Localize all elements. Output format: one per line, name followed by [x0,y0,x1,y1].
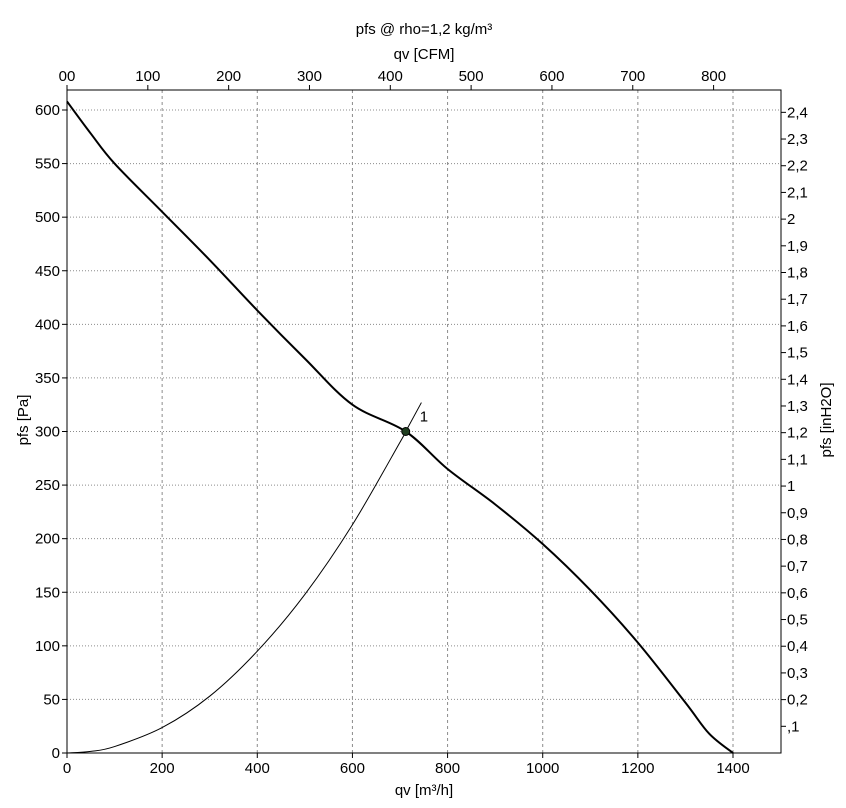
y2-tick-label: 1,2 [787,425,808,442]
y2-tick-label: ,1 [787,718,800,735]
fan-curve-line [66,100,734,754]
y2-tick-label: 0,9 [787,505,808,522]
y2-tick-label: 1,3 [787,398,808,415]
y2-tick-label: 0,3 [787,665,808,682]
right-y-axis-label: pfs [inH2O] [818,382,835,457]
y-tick-label: 550 [35,156,60,173]
x-tick-label: 800 [435,760,460,777]
x2-tick-label: 200 [216,68,241,85]
left-y-axis-label: pfs [Pa] [15,395,32,446]
y2-tick-label: 0,4 [787,638,808,655]
y2-tick-label: 1,9 [787,238,808,255]
y-tick-label: 600 [35,102,60,119]
grid-lines [67,90,781,753]
x-tick-label: 1400 [716,760,749,777]
y2-tick-label: 1,7 [787,291,808,308]
x2-tick-label: 100 [135,68,160,85]
x2-tick-label: 800 [701,68,726,85]
operating-point-marker [401,427,411,436]
y-tick-label: 0 [52,745,60,762]
x2-tick-label: 700 [620,68,645,85]
x-tick-label: 1000 [526,760,559,777]
y-tick-label: 350 [35,370,60,387]
top-x-axis-label: qv [CFM] [394,46,455,63]
y2-tick-label: 1,4 [787,371,808,388]
y-tick-label: 250 [35,477,60,494]
operating-point-group: 1 [401,409,428,436]
x2-tick-label: 500 [459,68,484,85]
y-tick-label: 300 [35,424,60,441]
y2-tick-label: 1 [787,478,795,495]
y2-tick-label: 2 [787,211,795,228]
x-tick-label: 0 [63,760,71,777]
x2-tick-label: 300 [297,68,322,85]
y-tick-label: 200 [35,531,60,548]
y2-tick-label: 2,2 [787,158,808,175]
operating-point-label: 1 [420,409,428,426]
x-tick-label: 1200 [621,760,654,777]
x2-tick-label: 600 [539,68,564,85]
y-tick-label: 50 [43,691,60,708]
x-tick-label: 400 [245,760,270,777]
y2-tick-label: 0,7 [787,558,808,575]
bottom-x-axis-label: qv [m³/h] [395,782,453,799]
y2-tick-label: 0,2 [787,692,808,709]
y-tick-label: 150 [35,584,60,601]
x-tick-label: 200 [150,760,175,777]
y2-tick-label: 1,8 [787,265,808,282]
plot-frame [66,89,782,754]
y-tick-label: 500 [35,209,60,226]
y-tick-label: 450 [35,263,60,280]
y2-tick-label: 1,6 [787,318,808,335]
curves [66,100,734,754]
x-tick-label: 600 [340,760,365,777]
y2-tick-label: 2,3 [787,131,808,148]
x2-tick-label: 400 [378,68,403,85]
y2-tick-label: 0,5 [787,612,808,629]
y2-tick-label: 1,1 [787,451,808,468]
y2-tick-label: 0,8 [787,531,808,548]
y2-tick-label: 0,6 [787,585,808,602]
x2-tick-label: 00 [59,68,76,85]
chart-title: pfs @ rho=1,2 kg/m³ [356,21,493,38]
y-tick-label: 100 [35,638,60,655]
y2-tick-label: 2,1 [787,184,808,201]
y2-tick-label: 2,4 [787,104,808,121]
system-curve-line [66,402,422,754]
y2-tick-label: 1,5 [787,345,808,362]
y-tick-label: 400 [35,316,60,333]
